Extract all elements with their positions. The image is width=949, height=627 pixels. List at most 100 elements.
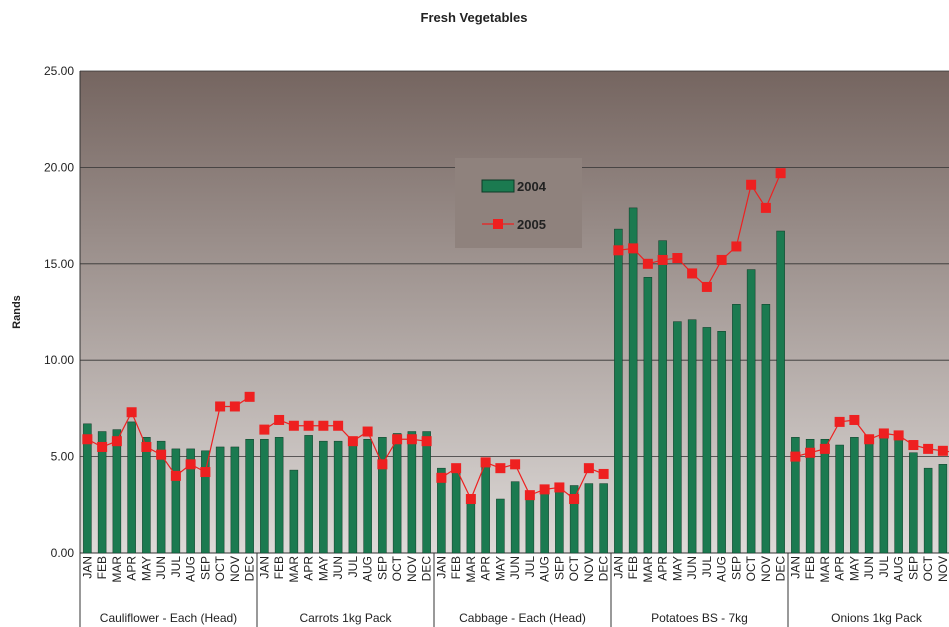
x-tick-label: AUG [892,556,906,582]
marker [775,168,786,179]
x-tick-label: JUN [685,556,699,579]
x-tick-label: NOV [759,556,773,582]
x-tick-label: MAR [464,556,478,583]
bar [614,228,623,554]
bar [850,437,859,554]
group-label: Potatoes BS - 7kg [651,611,748,625]
x-tick-label: SEP [906,556,920,580]
bar [584,483,594,554]
marker [701,281,712,292]
x-tick-label: DEC [243,556,257,582]
bar [156,440,166,554]
bar [540,492,549,554]
marker [362,426,373,437]
marker [82,434,93,445]
x-tick-label: MAR [287,556,301,583]
bar [894,438,903,554]
marker [731,241,742,252]
x-tick-label: MAR [110,556,124,583]
plot-area [80,71,949,553]
bar [687,319,697,554]
legend-box [455,158,582,248]
x-tick-label: MAY [493,556,507,581]
marker [760,202,771,213]
bar [496,498,505,554]
bar [923,467,933,554]
y-tick-label: 15.00 [44,257,74,271]
bar [938,464,948,554]
x-tick-label: SEP [552,556,566,580]
bar [363,438,372,554]
x-tick-label: NOV [936,556,949,582]
bar [820,438,830,554]
marker [790,451,801,462]
x-tick-label: JAN [80,556,94,579]
x-tick-label: AUG [538,556,552,582]
bar [422,431,431,554]
y-tick-label: 0.00 [51,546,75,560]
marker [126,407,137,418]
x-tick-label: JUN [331,556,345,579]
marker [598,468,609,479]
bar [717,331,726,554]
x-tick-label: JUL [877,556,891,578]
legend-label: 2004 [517,179,547,194]
bar [304,435,313,554]
marker [303,420,314,431]
group-label: Cabbage - Each (Head) [459,611,586,625]
bar [761,304,771,554]
x-tick-label: NOV [582,556,596,582]
marker [318,420,329,431]
marker [554,482,565,493]
x-tick-label: NOV [405,556,419,582]
bar [599,483,608,554]
marker [583,463,594,474]
bar [879,437,889,554]
marker [687,268,698,279]
y-tick-label: 5.00 [51,450,75,464]
group-label: Onions 1kg Pack [831,611,923,625]
bar [83,423,92,554]
x-tick-label: AUG [184,556,198,582]
x-tick-label: DEC [774,556,788,582]
group-label: Carrots 1kg Pack [299,611,392,625]
x-tick-label: JUN [154,556,168,579]
marker [111,436,122,447]
bar [451,469,461,554]
x-tick-label: JUL [169,556,183,578]
x-tick-label: MAY [316,556,330,581]
x-tick-label: OCT [744,555,758,581]
bar [112,429,122,554]
marker [421,436,432,447]
bar [274,437,284,554]
line [441,461,604,501]
marker [849,414,860,425]
x-tick-label: APR [479,556,493,581]
x-tick-label: MAY [847,556,861,581]
x-tick-label: NOV [228,556,242,582]
y-axis-title: Rands [11,295,23,329]
bar [333,440,343,554]
bar [702,327,712,554]
marker [524,490,535,501]
chart-title: Fresh Vegetables [421,10,528,25]
marker [465,494,476,505]
marker [185,459,196,470]
x-tick-label: MAY [139,556,153,581]
x-tick-label: MAR [641,556,655,583]
marker [406,434,417,445]
bar [97,431,107,554]
bar [658,240,667,554]
legend-swatch [481,179,515,193]
legend: 2004 2005 [455,158,582,248]
marker [288,420,299,431]
marker [436,472,447,483]
marker [805,447,816,458]
bar [245,438,254,554]
x-tick-label: JUL [523,556,537,578]
bar [186,448,195,554]
legend-marker [493,219,503,229]
marker [170,470,181,481]
x-tick-label: SEP [375,556,389,580]
